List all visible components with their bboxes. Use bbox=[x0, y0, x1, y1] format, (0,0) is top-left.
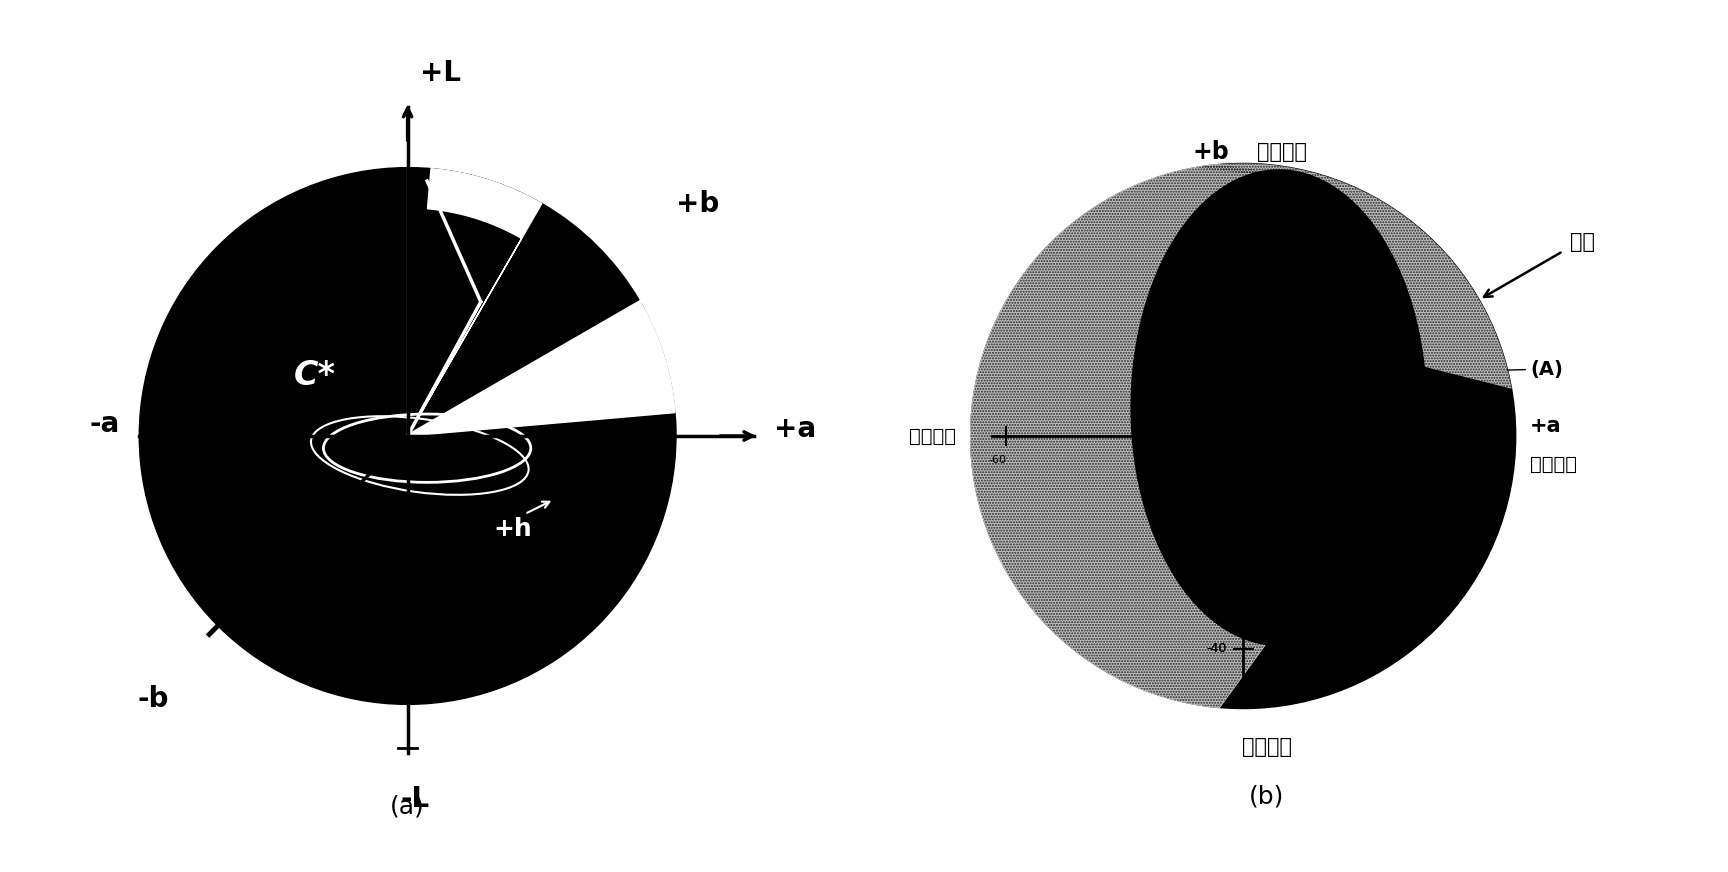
Text: 色调: 色调 bbox=[1571, 232, 1595, 252]
Polygon shape bbox=[408, 168, 543, 436]
Text: 60: 60 bbox=[1211, 263, 1227, 276]
Wedge shape bbox=[408, 167, 639, 436]
Text: +a: +a bbox=[1529, 416, 1562, 436]
Text: （蓝色）: （蓝色） bbox=[1242, 737, 1293, 757]
Wedge shape bbox=[408, 412, 676, 436]
Polygon shape bbox=[1196, 163, 1512, 389]
Text: +b: +b bbox=[676, 190, 719, 218]
Text: +a: +a bbox=[774, 415, 816, 443]
Text: +L: +L bbox=[420, 59, 461, 87]
Wedge shape bbox=[408, 167, 676, 436]
Text: 80: 80 bbox=[1211, 193, 1227, 206]
Text: 60: 60 bbox=[1481, 455, 1495, 465]
Circle shape bbox=[971, 163, 1515, 709]
Text: -L: -L bbox=[401, 785, 430, 813]
Text: （黄色）: （黄色） bbox=[1258, 141, 1308, 161]
Text: +h: +h bbox=[492, 517, 532, 541]
Text: （绿色）: （绿色） bbox=[909, 426, 956, 446]
Text: (A): (A) bbox=[1529, 360, 1562, 379]
Text: （红色）: （红色） bbox=[1529, 455, 1578, 474]
Text: -40: -40 bbox=[1206, 642, 1227, 655]
Circle shape bbox=[140, 167, 676, 705]
Text: -a: -a bbox=[90, 410, 119, 438]
Polygon shape bbox=[971, 165, 1267, 707]
Text: -60: -60 bbox=[988, 455, 1006, 465]
Text: -b: -b bbox=[137, 685, 169, 713]
Polygon shape bbox=[408, 310, 676, 436]
Text: C*: C* bbox=[294, 358, 335, 392]
Text: +b: +b bbox=[1192, 140, 1229, 164]
Text: -40: -40 bbox=[1206, 642, 1227, 655]
Text: (a): (a) bbox=[391, 794, 425, 819]
Polygon shape bbox=[971, 165, 1267, 707]
Text: (b): (b) bbox=[1249, 784, 1284, 808]
